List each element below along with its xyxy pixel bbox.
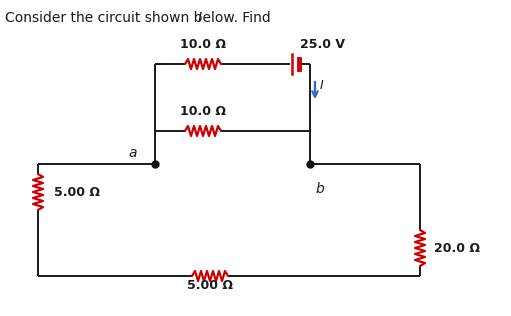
Text: I: I	[198, 11, 202, 25]
Text: I: I	[320, 79, 324, 92]
Text: 5.00 Ω: 5.00 Ω	[54, 185, 100, 198]
Text: b: b	[315, 182, 324, 196]
Text: 20.0 Ω: 20.0 Ω	[434, 241, 480, 254]
Text: a: a	[128, 146, 137, 160]
Text: 10.0 Ω: 10.0 Ω	[180, 105, 226, 118]
Text: 5.00 Ω: 5.00 Ω	[187, 279, 233, 292]
Text: 25.0 V: 25.0 V	[300, 38, 345, 51]
Text: Consider the circuit shown below. Find: Consider the circuit shown below. Find	[5, 11, 275, 25]
Text: 10.0 Ω: 10.0 Ω	[180, 38, 226, 51]
